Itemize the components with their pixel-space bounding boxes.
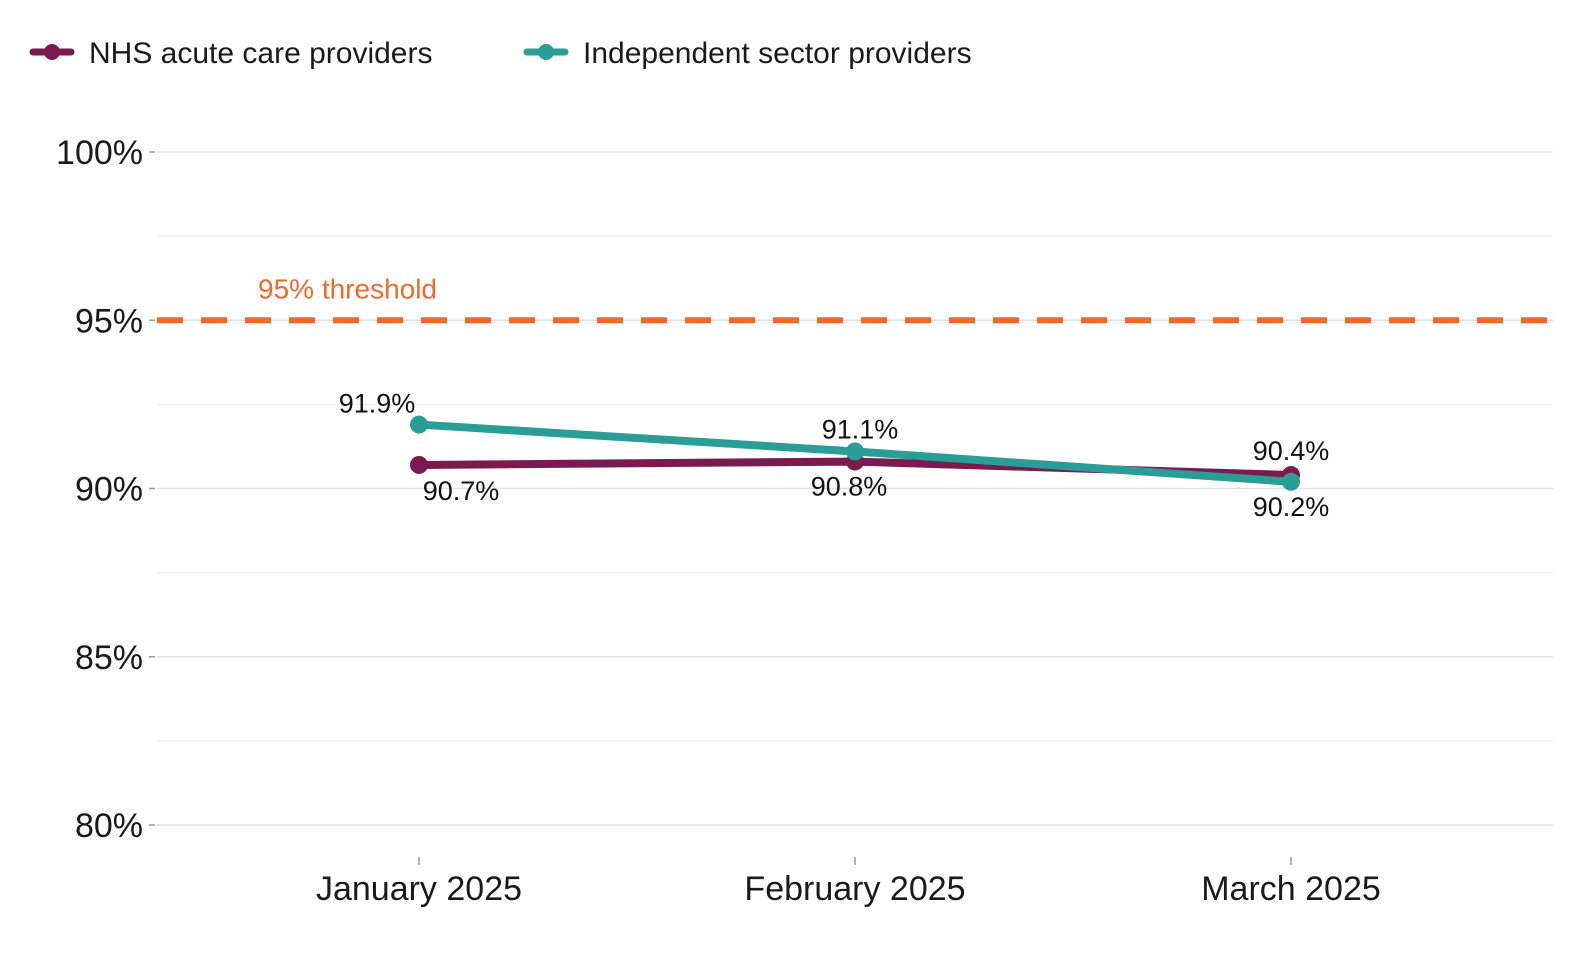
data-label-0-1: 90.8%	[811, 472, 888, 502]
y-tick-label-90: 90%	[75, 471, 143, 509]
data-label-1-2: 90.2%	[1253, 492, 1330, 522]
axes: 80% 85% 90% 95% 100% January 2025 February 202…	[56, 134, 1381, 908]
legend-marker-1	[538, 44, 554, 60]
y-tick-label-85: 85%	[75, 639, 143, 677]
legend-label-1: Independent sector providers	[583, 37, 972, 70]
data-point-1-2	[1282, 472, 1300, 491]
data-point-1-0	[410, 415, 428, 434]
threshold-reference: 95% threshold	[157, 273, 1553, 324]
series-lines	[410, 415, 1300, 491]
x-tick-label-2: March 2025	[1201, 870, 1381, 908]
data-label-0-0: 90.7%	[423, 476, 500, 506]
x-tick-label-0: January 2025	[316, 870, 522, 908]
data-label-1-1: 91.1%	[822, 414, 899, 444]
y-tick-label-95: 95%	[75, 302, 143, 340]
x-tick-label-1: February 2025	[744, 870, 965, 908]
y-tick-label-80: 80%	[75, 807, 143, 845]
y-tick-label-100: 100%	[56, 134, 143, 172]
legend: NHS acute care providers Independent sect…	[29, 37, 972, 70]
data-label-1-0: 91.9%	[339, 389, 416, 419]
legend-marker-0	[44, 44, 60, 60]
data-label-0-2: 90.4%	[1253, 436, 1330, 466]
data-point-1-1	[846, 442, 864, 461]
threshold-label: 95% threshold	[258, 273, 437, 304]
legend-label-0: NHS acute care providers	[89, 37, 432, 70]
data-labels: 90.7% 90.8% 90.4% 91.9% 91.1% 90.2%	[339, 389, 1330, 522]
data-point-0-0	[410, 455, 428, 474]
